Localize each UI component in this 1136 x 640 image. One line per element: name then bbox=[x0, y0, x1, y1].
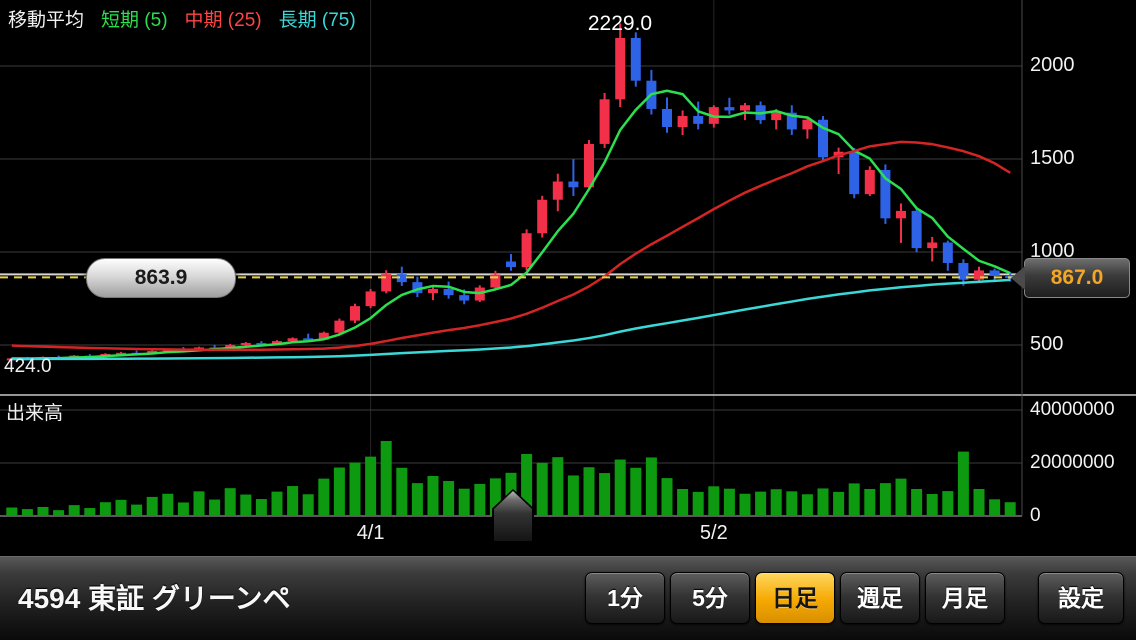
volume-axis-label: 40000000 bbox=[1030, 399, 1115, 420]
period-button-group: 1分 5分 日足 週足 月足 bbox=[585, 572, 1005, 624]
period-button-monthly[interactable]: 月足 bbox=[925, 572, 1005, 624]
price-tag-arrow-icon bbox=[1011, 266, 1025, 290]
price-axis-label: 500 bbox=[1030, 333, 1064, 355]
ma-legend: 移動平均 短期 (5) 中期 (25) 長期 (75) bbox=[8, 5, 356, 32]
settings-button[interactable]: 設定 bbox=[1038, 572, 1124, 624]
chart-region: 移動平均 短期 (5) 中期 (25) 長期 (75) 2229.0 424.0… bbox=[0, 0, 1136, 544]
period-button-weekly[interactable]: 週足 bbox=[840, 572, 920, 624]
x-axis-label: 5/2 bbox=[699, 522, 728, 544]
price-axis-label: 1500 bbox=[1030, 147, 1075, 169]
price-axis-label: 2000 bbox=[1030, 54, 1075, 76]
price-axis-label: 1000 bbox=[1030, 240, 1075, 262]
period-button-1min[interactable]: 1分 bbox=[585, 572, 665, 624]
current-price-bubble: 863.9 bbox=[86, 258, 236, 298]
stock-title: 4594 東証 グリーンペ bbox=[18, 583, 291, 614]
x-axis-label: 4/1 bbox=[356, 522, 385, 544]
period-button-5min[interactable]: 5分 bbox=[670, 572, 750, 624]
legend-long-term: 長期 (75) bbox=[278, 10, 356, 31]
legend-short-term: 短期 (5) bbox=[101, 10, 168, 31]
period-low-label: 424.0 bbox=[4, 356, 52, 377]
legend-mid-term: 中期 (25) bbox=[184, 10, 262, 31]
legend-title: 移動平均 bbox=[8, 10, 85, 31]
volume-axis-label: 20000000 bbox=[1030, 452, 1115, 473]
last-price-value: 867.0 bbox=[1050, 266, 1104, 289]
bottom-toolbar: 4594 東証 グリーンペ 1分 5分 日足 週足 月足 設定 bbox=[0, 556, 1136, 640]
last-price-tag: 867.0 bbox=[1011, 258, 1130, 298]
period-high-label: 2229.0 bbox=[587, 12, 653, 35]
volume-axis-label: 0 bbox=[1030, 505, 1041, 526]
period-button-daily[interactable]: 日足 bbox=[755, 572, 835, 624]
volume-section-label: 出来高 bbox=[6, 403, 64, 424]
